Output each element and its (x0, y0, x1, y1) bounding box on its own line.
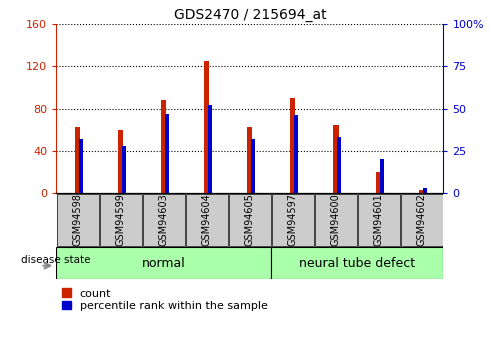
Bar (161, 100, 167, 193)
Text: GSM94601: GSM94601 (374, 194, 384, 246)
Title: GDS2470 / 215694_at: GDS2470 / 215694_at (173, 8, 326, 22)
Bar (247, 127, 252, 193)
Text: GSM94599: GSM94599 (116, 194, 126, 246)
Bar (333, 125, 339, 193)
Bar (419, 190, 424, 193)
Bar (79, 139, 83, 193)
Text: neural tube defect: neural tube defect (299, 257, 416, 269)
Bar (294, 116, 298, 193)
FancyBboxPatch shape (186, 194, 227, 246)
Bar (251, 139, 255, 193)
FancyBboxPatch shape (271, 247, 443, 279)
Text: GSM94605: GSM94605 (245, 194, 255, 246)
FancyBboxPatch shape (272, 194, 314, 246)
Bar (75, 127, 80, 193)
Bar (118, 130, 123, 193)
FancyBboxPatch shape (143, 194, 185, 246)
FancyBboxPatch shape (401, 194, 442, 246)
Text: GSM94598: GSM94598 (73, 194, 83, 246)
Text: GSM94597: GSM94597 (288, 194, 298, 246)
Text: normal: normal (142, 257, 186, 269)
Bar (122, 146, 125, 193)
FancyBboxPatch shape (57, 194, 98, 246)
Bar (204, 61, 209, 193)
Bar (165, 114, 169, 193)
FancyBboxPatch shape (315, 194, 357, 246)
FancyBboxPatch shape (229, 194, 270, 246)
Bar (380, 159, 384, 193)
Bar (376, 172, 382, 193)
FancyBboxPatch shape (358, 194, 399, 246)
FancyBboxPatch shape (100, 194, 142, 246)
Text: GSM94604: GSM94604 (202, 194, 212, 246)
Text: GSM94600: GSM94600 (331, 194, 341, 246)
Text: GSM94603: GSM94603 (159, 194, 169, 246)
Text: GSM94602: GSM94602 (417, 194, 427, 246)
Bar (337, 137, 341, 193)
Legend: count, percentile rank within the sample: count, percentile rank within the sample (62, 288, 268, 311)
Bar (208, 105, 212, 193)
Text: disease state: disease state (22, 255, 91, 265)
FancyBboxPatch shape (56, 247, 271, 279)
Bar (423, 188, 427, 193)
Bar (291, 98, 295, 193)
